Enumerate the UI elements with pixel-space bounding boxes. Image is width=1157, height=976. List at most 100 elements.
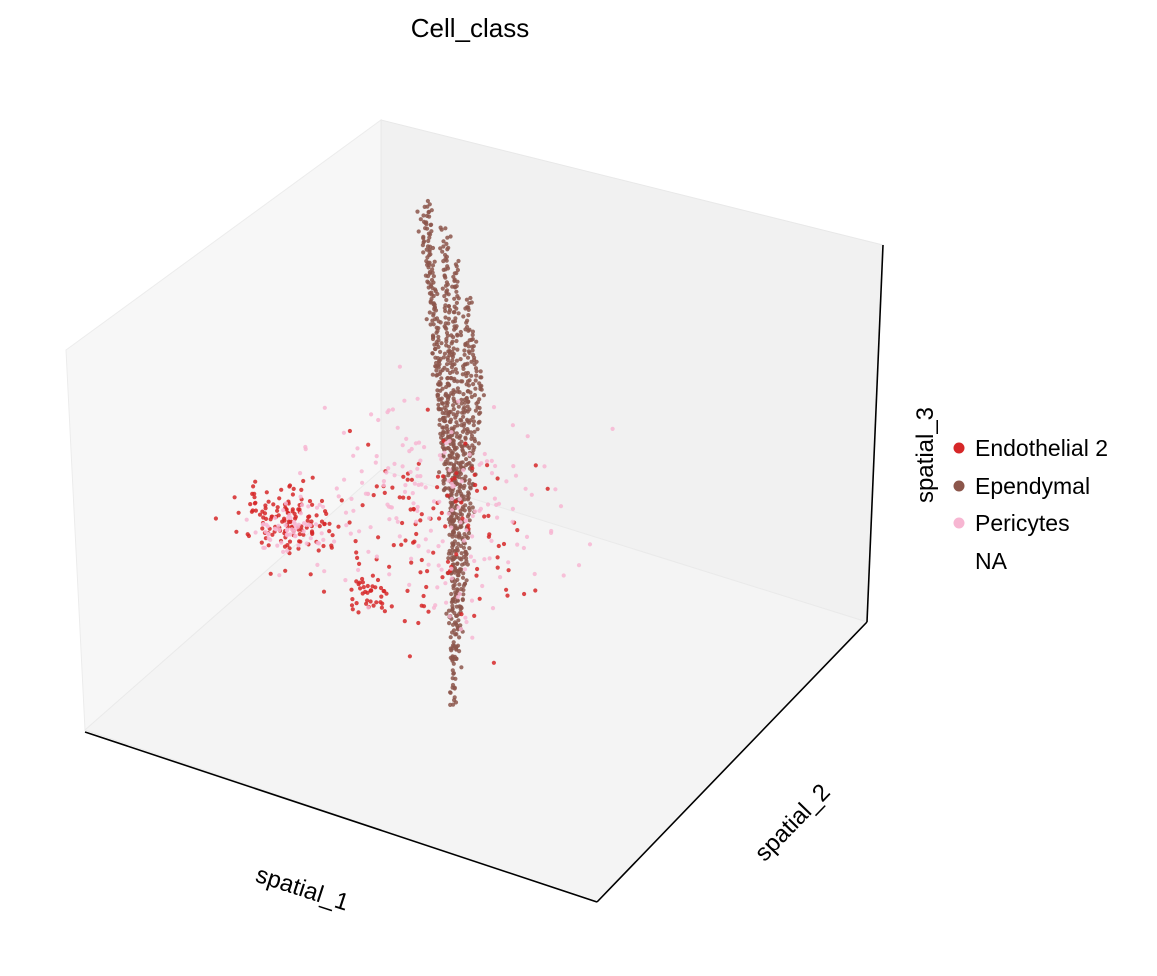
point-ependymal [456,311,461,316]
point-ependymal [470,443,475,448]
point-endothelial-2 [474,488,480,493]
point-ependymal [458,379,463,384]
point-pericytes [409,556,414,561]
point-ependymal [464,396,469,401]
point-pericytes [510,519,515,524]
point-endothelial-2 [321,543,326,549]
point-endothelial-2 [452,476,457,481]
point-endothelial-2 [350,607,355,612]
point-ependymal [459,423,464,428]
point-pericytes [403,483,408,488]
point-ependymal [451,388,456,393]
point-pericytes [442,450,447,455]
point-pericytes [487,556,492,561]
point-pericytes [288,515,293,521]
point-ependymal [455,545,460,550]
point-pericytes [276,523,281,528]
point-ependymal [453,632,458,637]
point-pericytes [263,529,268,534]
point-ependymal [430,336,436,342]
point-endothelial-2 [260,509,265,514]
point-endothelial-2 [515,528,520,533]
point-ependymal [439,407,444,412]
point-pericytes [341,430,346,435]
point-ependymal [427,253,432,258]
point-endothelial-2 [324,511,329,516]
point-pericytes [320,504,326,509]
point-ependymal [425,244,431,249]
legend-marker-endothelial [953,442,965,454]
point-ependymal [448,234,453,239]
point-pericytes [392,473,397,478]
point-ependymal [438,320,443,325]
point-ependymal [461,545,466,550]
point-pericytes [447,468,452,473]
point-pericytes [561,573,566,578]
point-pericytes [458,520,463,525]
point-endothelial-2 [411,540,416,545]
point-pericytes [493,463,498,469]
point-ependymal [474,373,479,378]
point-ependymal [462,508,467,513]
point-ependymal [451,517,456,522]
point-endothelial-2 [473,482,478,488]
point-ependymal [451,702,456,707]
point-pericytes [366,605,371,610]
point-endothelial-2 [375,577,381,583]
point-ependymal [471,457,476,462]
point-pericytes [470,635,475,640]
point-ependymal [427,310,432,315]
point-ependymal [465,361,470,366]
point-endothelial-2 [474,573,479,578]
point-ependymal [425,279,430,284]
point-pericytes [457,497,462,502]
point-ependymal [449,376,454,381]
point-ependymal [430,351,435,356]
point-pericytes [304,541,309,546]
point-pericytes [415,508,420,513]
point-endothelial-2 [439,510,444,516]
point-endothelial-2 [307,499,313,504]
point-ependymal [431,302,436,307]
point-endothelial-2 [426,609,431,614]
point-ependymal [458,329,463,335]
point-pericytes [381,479,386,484]
point-endothelial-2 [459,500,464,505]
point-ependymal [461,583,466,589]
point-pericytes [392,461,397,466]
point-ependymal [463,549,468,555]
point-pericytes [439,567,444,572]
point-ependymal [444,362,450,367]
point-ependymal [477,397,482,402]
point-ependymal [430,333,436,338]
point-endothelial-2 [425,407,430,412]
point-pericytes [423,485,428,490]
point-pericytes [317,502,322,507]
point-pericytes [444,600,449,605]
legend-label-endothelial: Endothelial 2 [975,435,1108,461]
point-ependymal [465,355,471,360]
point-ependymal [443,267,448,272]
point-ependymal [434,316,440,321]
point-pericytes [482,451,487,457]
point-ependymal [437,422,442,427]
point-pericytes [504,479,509,484]
point-ependymal [450,643,456,648]
point-ependymal [465,461,471,466]
point-ependymal [448,500,453,505]
y-axis-label: spatial_2 [750,779,836,867]
point-pericytes [477,462,482,467]
point-ependymal [423,273,428,278]
point-ependymal [442,462,447,467]
point-pericytes [484,459,490,464]
point-pericytes [427,516,432,521]
point-ependymal [460,562,465,567]
point-pericytes [458,627,463,632]
point-pericytes [524,534,530,540]
point-endothelial-2 [319,498,325,504]
point-ependymal [453,700,459,705]
point-ependymal [458,417,463,422]
point-endothelial-2 [463,441,468,446]
point-endothelial-2 [495,565,500,570]
point-endothelial-2 [347,428,352,434]
